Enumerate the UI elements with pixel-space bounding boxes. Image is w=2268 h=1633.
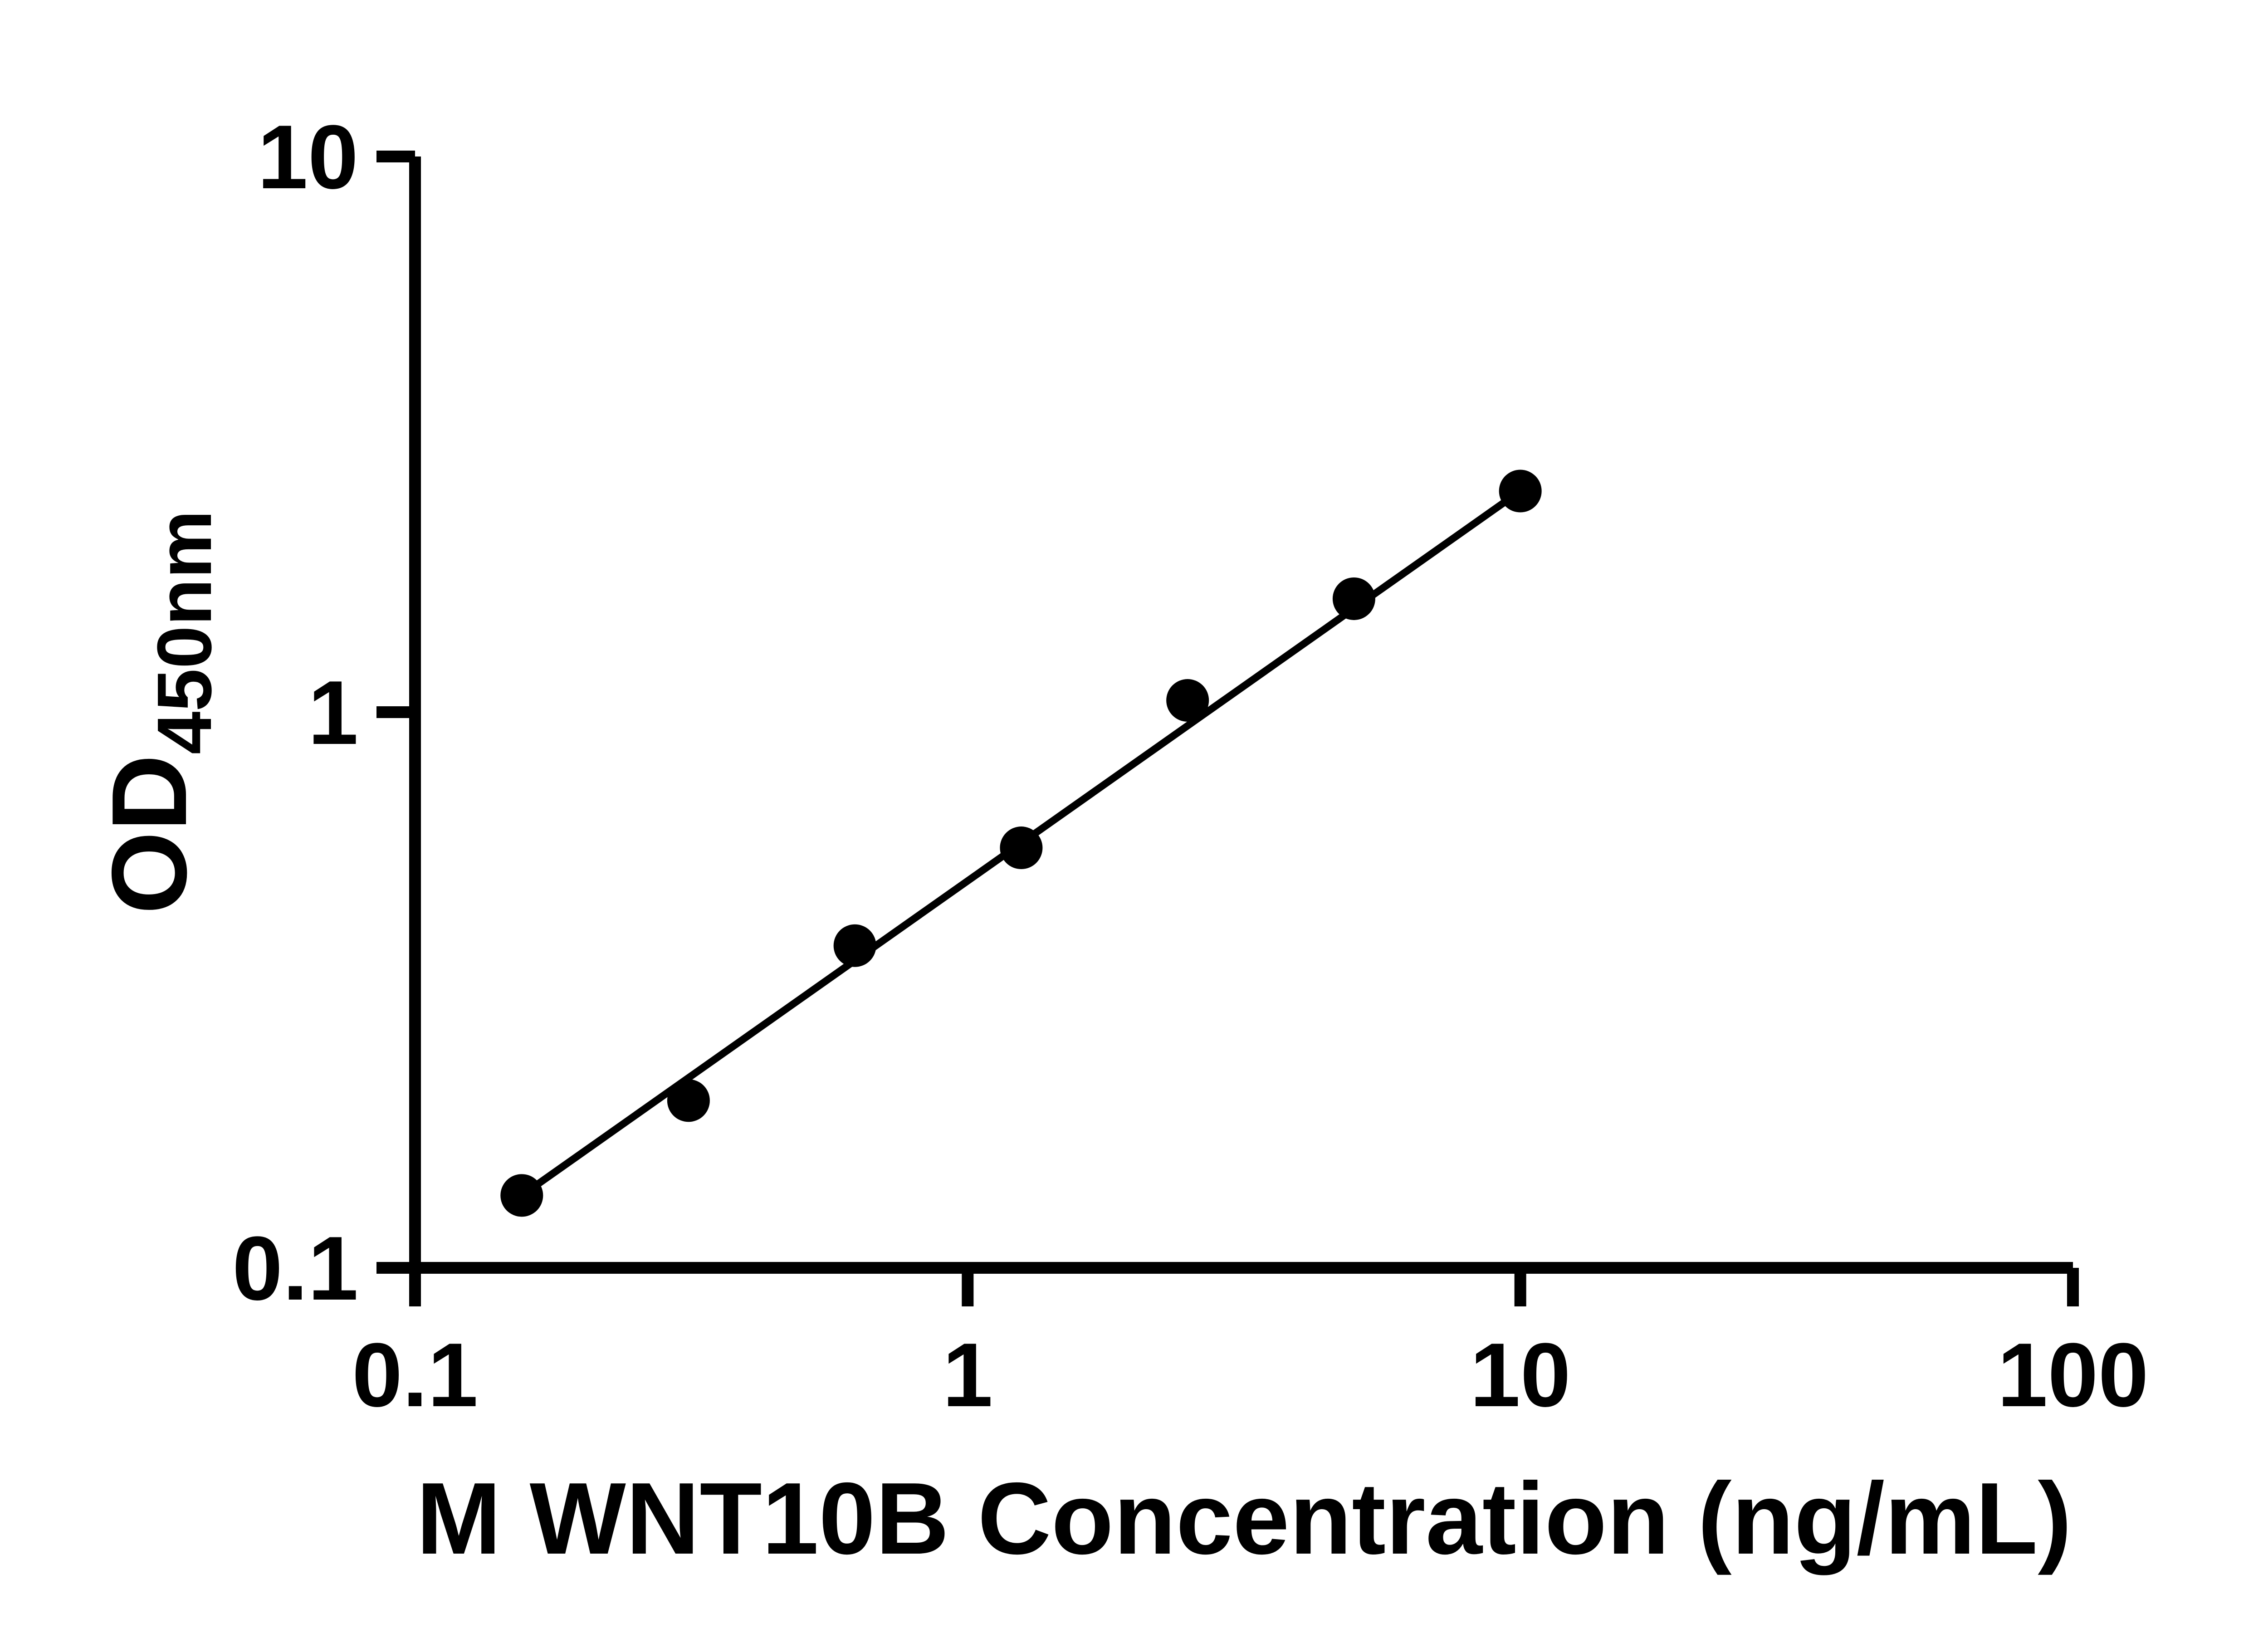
data-point — [1000, 826, 1043, 870]
y-tick-label: 10 — [258, 107, 358, 208]
data-point — [1499, 469, 1542, 513]
data-point — [833, 924, 876, 967]
x-tick-label: 1 — [943, 1325, 993, 1426]
y-tick-label: 0.1 — [232, 1218, 358, 1319]
x-tick-label: 0.1 — [352, 1325, 478, 1426]
x-tick-label: 100 — [1997, 1325, 2149, 1426]
y-tick-label: 1 — [308, 662, 358, 763]
data-point — [1332, 577, 1375, 620]
data-point — [1166, 679, 1209, 722]
data-point — [500, 1174, 543, 1217]
data-point — [667, 1079, 710, 1122]
x-tick-label: 10 — [1470, 1325, 1570, 1426]
y-axis-title: OD450nm — [89, 510, 228, 914]
axes — [409, 156, 2073, 1274]
x-axis-title: M WNT10B Concentration (ng/mL) — [416, 1461, 2072, 1575]
